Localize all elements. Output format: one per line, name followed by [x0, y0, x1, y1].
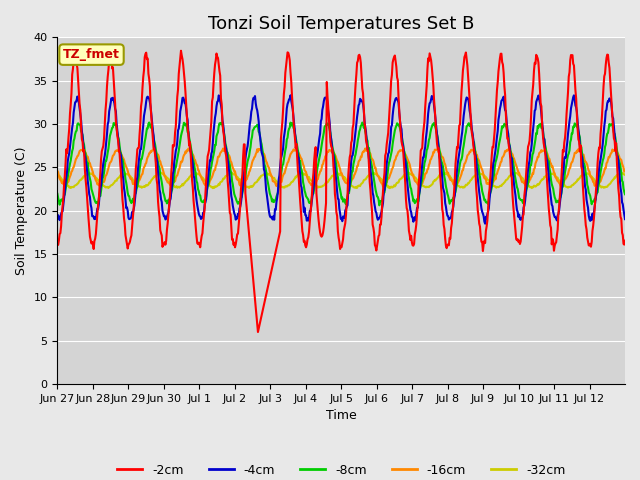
-16cm [621, 168, 629, 174]
-2cm [276, 232, 284, 238]
-16cm [379, 184, 387, 190]
-32cm [120, 171, 128, 177]
Line: -32cm: -32cm [58, 173, 625, 188]
-8cm [376, 203, 383, 208]
-4cm [120, 185, 128, 191]
-4cm [481, 221, 489, 227]
-16cm [186, 145, 193, 151]
-8cm [253, 122, 261, 128]
-2cm [225, 198, 233, 204]
-2cm [401, 180, 409, 186]
-8cm [433, 132, 441, 137]
-4cm [287, 93, 294, 98]
-8cm [401, 154, 409, 159]
Text: TZ_fmet: TZ_fmet [63, 48, 120, 61]
Line: -2cm: -2cm [58, 51, 625, 332]
-8cm [621, 192, 629, 197]
-4cm [621, 216, 629, 222]
-8cm [225, 159, 233, 165]
Line: -4cm: -4cm [58, 96, 625, 224]
-32cm [228, 170, 236, 176]
-16cm [225, 153, 233, 158]
-32cm [621, 172, 629, 178]
-16cm [253, 146, 261, 152]
-2cm [54, 241, 61, 247]
-2cm [254, 329, 262, 335]
-8cm [121, 170, 129, 176]
-16cm [433, 147, 441, 153]
-16cm [275, 182, 282, 188]
-8cm [112, 120, 120, 125]
-4cm [253, 105, 260, 111]
-32cm [225, 172, 232, 178]
-2cm [433, 141, 441, 146]
-4cm [274, 189, 282, 194]
Line: -16cm: -16cm [58, 148, 625, 187]
-2cm [120, 216, 128, 221]
Line: -8cm: -8cm [58, 122, 625, 205]
Title: Tonzi Soil Temperatures Set B: Tonzi Soil Temperatures Set B [208, 15, 474, 33]
-32cm [275, 181, 282, 187]
-2cm [177, 48, 185, 54]
-32cm [386, 185, 394, 191]
-16cm [120, 157, 128, 163]
-2cm [621, 238, 629, 244]
-2cm [253, 321, 261, 327]
-32cm [54, 172, 61, 178]
Y-axis label: Soil Temperature (C): Soil Temperature (C) [15, 146, 28, 275]
X-axis label: Time: Time [326, 409, 356, 422]
-4cm [225, 162, 232, 168]
-8cm [54, 191, 61, 197]
-32cm [433, 176, 441, 181]
-16cm [54, 168, 61, 174]
-4cm [54, 215, 61, 220]
-8cm [275, 185, 282, 191]
-32cm [253, 179, 261, 184]
-16cm [401, 151, 409, 157]
-4cm [433, 123, 440, 129]
-32cm [401, 171, 409, 177]
-4cm [401, 156, 408, 161]
Legend: -2cm, -4cm, -8cm, -16cm, -32cm: -2cm, -4cm, -8cm, -16cm, -32cm [112, 459, 570, 480]
